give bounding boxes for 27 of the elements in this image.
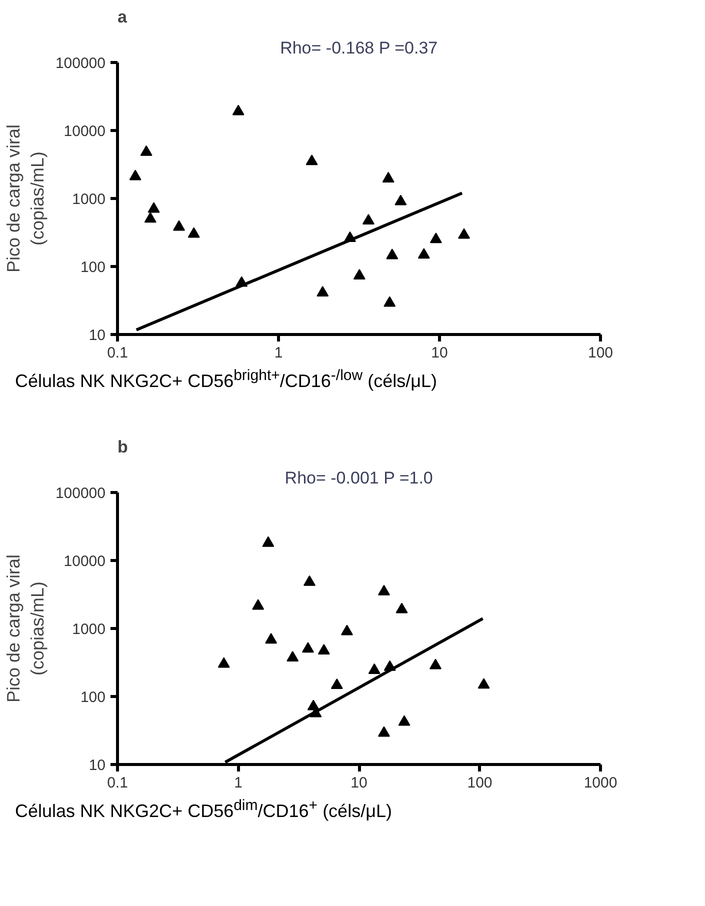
text: Rho= -0.001 P =1.0 xyxy=(284,468,433,488)
x-tick-label: 0.1 xyxy=(107,774,128,792)
y-tick-label: 1000 xyxy=(72,191,106,208)
x-tick-label: 1 xyxy=(234,774,242,792)
x-tick-label: 1 xyxy=(274,344,283,362)
x-tick-label: 10 xyxy=(350,774,368,792)
x-axis-title: Células NK NKG2C+ CD56$^{bright+}$/CD16$^{-/low}$ (céls/μL) xyxy=(14,366,437,393)
y-axis-title: Pico de carga viral (copias/mL) xyxy=(3,554,48,703)
x-tick-label: 10 xyxy=(431,344,448,362)
x-tick-label: 100 xyxy=(588,344,614,362)
y-tick-label: 10 xyxy=(88,327,106,344)
y-tick-label: 1000 xyxy=(72,621,106,638)
text: Rho= -0.168 P =0.37 xyxy=(280,38,438,58)
chart-title: b xyxy=(118,438,128,456)
y-axis-title: Pico de carga viral (copias/mL) xyxy=(3,124,48,273)
x-axis-title: Células NK NKG2C+ CD56$^{dim}$/CD16$^{+}$ (céls/μL) xyxy=(14,796,392,823)
y-tick-label: 10000 xyxy=(64,123,106,140)
y-tick-label: 10 xyxy=(88,757,106,774)
y-tick-label: 100 xyxy=(80,259,106,276)
x-tick-label: 1000 xyxy=(584,774,618,792)
x-tick-label: 0.1 xyxy=(107,344,128,362)
y-tick-label: 100 xyxy=(80,689,106,706)
chart-title: a xyxy=(118,8,128,26)
y-tick-label: 100000 xyxy=(55,55,106,72)
x-tick-label: 100 xyxy=(467,774,492,792)
y-tick-label: 100000 xyxy=(55,485,106,502)
y-tick-label: 10000 xyxy=(64,553,106,570)
